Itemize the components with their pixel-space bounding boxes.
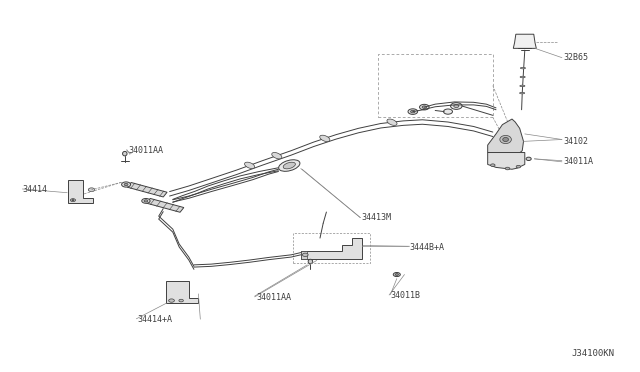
Ellipse shape bbox=[393, 272, 401, 277]
Text: 34011AA: 34011AA bbox=[256, 293, 291, 302]
Polygon shape bbox=[68, 180, 93, 203]
Ellipse shape bbox=[500, 135, 511, 144]
Ellipse shape bbox=[490, 164, 495, 166]
Ellipse shape bbox=[142, 198, 150, 203]
Text: 34011B: 34011B bbox=[390, 291, 420, 300]
Polygon shape bbox=[488, 153, 525, 169]
Polygon shape bbox=[301, 238, 362, 259]
Ellipse shape bbox=[520, 85, 525, 87]
Ellipse shape bbox=[387, 119, 397, 125]
Ellipse shape bbox=[302, 253, 308, 257]
Ellipse shape bbox=[283, 162, 296, 169]
Ellipse shape bbox=[444, 109, 452, 114]
Ellipse shape bbox=[454, 105, 459, 108]
Bar bbox=[147, 198, 184, 212]
Polygon shape bbox=[513, 34, 536, 48]
Ellipse shape bbox=[396, 274, 399, 275]
Text: 34414+A: 34414+A bbox=[138, 315, 173, 324]
Ellipse shape bbox=[278, 160, 300, 171]
Ellipse shape bbox=[451, 103, 462, 109]
Ellipse shape bbox=[320, 135, 330, 142]
Ellipse shape bbox=[70, 199, 76, 202]
Ellipse shape bbox=[503, 138, 509, 142]
Ellipse shape bbox=[272, 153, 282, 159]
Ellipse shape bbox=[520, 76, 525, 78]
Text: 34011AA: 34011AA bbox=[128, 146, 163, 155]
Polygon shape bbox=[301, 251, 307, 259]
Ellipse shape bbox=[422, 106, 427, 109]
Text: 34011A: 34011A bbox=[563, 157, 593, 166]
Polygon shape bbox=[488, 119, 524, 156]
Ellipse shape bbox=[505, 167, 510, 170]
Ellipse shape bbox=[124, 183, 128, 186]
Ellipse shape bbox=[72, 199, 74, 201]
Ellipse shape bbox=[244, 162, 255, 169]
Ellipse shape bbox=[408, 109, 418, 115]
Ellipse shape bbox=[526, 157, 531, 161]
Ellipse shape bbox=[88, 188, 95, 192]
Ellipse shape bbox=[179, 299, 183, 302]
Text: 3444B+A: 3444B+A bbox=[410, 243, 445, 252]
Text: 34102: 34102 bbox=[563, 137, 588, 146]
Ellipse shape bbox=[122, 182, 131, 187]
Ellipse shape bbox=[411, 110, 415, 113]
Ellipse shape bbox=[520, 67, 525, 69]
Bar bbox=[127, 183, 167, 197]
Ellipse shape bbox=[123, 151, 127, 156]
Ellipse shape bbox=[169, 299, 174, 302]
Polygon shape bbox=[166, 281, 198, 303]
Text: 32B65: 32B65 bbox=[563, 53, 588, 62]
Text: 34414: 34414 bbox=[22, 185, 47, 194]
Ellipse shape bbox=[308, 259, 312, 264]
Ellipse shape bbox=[516, 165, 521, 168]
Text: 34413M: 34413M bbox=[362, 213, 392, 222]
Ellipse shape bbox=[420, 105, 429, 110]
Ellipse shape bbox=[520, 92, 525, 94]
Ellipse shape bbox=[144, 200, 148, 202]
Text: J34100KN: J34100KN bbox=[572, 349, 614, 358]
